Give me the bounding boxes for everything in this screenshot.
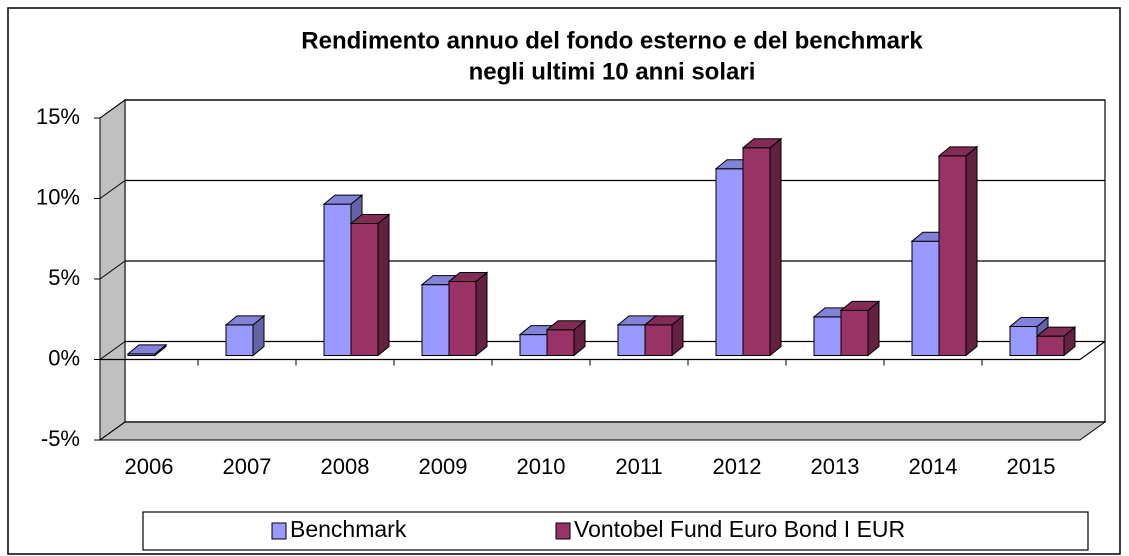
x-tick-label: 2013 bbox=[811, 454, 860, 479]
bar-top-shade bbox=[547, 320, 585, 330]
bar-top-shade bbox=[1037, 327, 1075, 337]
floor bbox=[98, 421, 1107, 441]
grid-line bbox=[99, 99, 126, 119]
legend bbox=[142, 511, 1089, 551]
bar-top-shade bbox=[939, 146, 977, 156]
x-tick-label: 2006 bbox=[125, 454, 174, 479]
bar-front bbox=[617, 324, 646, 357]
bar-front bbox=[644, 324, 673, 357]
bar-top-shade bbox=[618, 315, 656, 325]
bar-top-shade bbox=[128, 344, 166, 354]
bar-front bbox=[1036, 335, 1065, 356]
bar bbox=[741, 137, 783, 357]
bar-front bbox=[813, 316, 842, 356]
bar-top-shade bbox=[743, 138, 781, 148]
bar bbox=[643, 314, 685, 357]
bar-front bbox=[448, 280, 477, 356]
bar-top-shade bbox=[1010, 317, 1048, 327]
bar-top bbox=[1035, 326, 1077, 337]
y-tick-label: 0% bbox=[48, 345, 80, 370]
bar-side-shade bbox=[770, 138, 781, 356]
chart-title: Rendimento annuo del fondo esterno e del… bbox=[301, 27, 923, 54]
x-tick-label: 2010 bbox=[517, 454, 566, 479]
bar-front bbox=[519, 334, 548, 357]
x-tick-label: 2015 bbox=[1007, 454, 1056, 479]
x-tick-label: 2014 bbox=[909, 454, 958, 479]
chart-subtitle: negli ultimi 10 anni solari bbox=[469, 58, 756, 85]
bar-side-shade bbox=[672, 315, 683, 356]
bar-top bbox=[545, 320, 587, 331]
bar-top bbox=[741, 138, 783, 149]
bar-top-shade bbox=[841, 301, 879, 311]
bar bbox=[545, 319, 587, 357]
y-tick-label: 5% bbox=[48, 265, 80, 290]
grid-line bbox=[99, 421, 126, 441]
grid-line bbox=[99, 341, 126, 360]
x-tick-label: 2011 bbox=[615, 454, 662, 479]
bar-top bbox=[937, 146, 979, 157]
x-tick-label: 2009 bbox=[419, 454, 468, 479]
x-tick-label: 2007 bbox=[223, 454, 272, 479]
bar-front bbox=[938, 155, 967, 356]
bar-top-shade bbox=[351, 214, 389, 224]
bar bbox=[447, 271, 489, 357]
bar-front bbox=[421, 284, 450, 356]
bar-front bbox=[350, 222, 379, 356]
bar bbox=[224, 314, 266, 357]
bar-side-shade bbox=[253, 315, 264, 356]
bar-front bbox=[546, 329, 575, 356]
bar-front bbox=[1009, 326, 1038, 356]
x-tick-label: 2012 bbox=[713, 454, 762, 479]
bar-front bbox=[323, 203, 352, 356]
bar bbox=[126, 343, 168, 357]
bar-front bbox=[911, 240, 940, 356]
bar bbox=[1035, 326, 1077, 357]
legend-swatch bbox=[271, 522, 287, 540]
y-tick-label: 15% bbox=[36, 104, 80, 129]
x-tick-label: 2008 bbox=[321, 454, 370, 479]
bar-top bbox=[1008, 317, 1050, 328]
bar-front bbox=[742, 147, 771, 356]
legend-label: Vontobel Fund Euro Bond I EUR bbox=[574, 516, 905, 542]
bar-side-shade bbox=[476, 272, 487, 356]
bar-top bbox=[447, 271, 489, 282]
bar-top bbox=[839, 300, 881, 311]
bar-top-shade bbox=[324, 195, 362, 205]
bar-side-shade bbox=[868, 301, 879, 356]
y-tick-label: -5% bbox=[41, 426, 80, 451]
bar-side-shade bbox=[378, 214, 389, 356]
bar-top bbox=[643, 315, 685, 326]
bar-top bbox=[349, 213, 391, 224]
zero-line bbox=[1079, 341, 1106, 360]
y-tick-label: 10% bbox=[36, 184, 80, 209]
grid-line bbox=[99, 260, 126, 280]
bar-side-shade bbox=[966, 146, 977, 356]
grid-line bbox=[99, 180, 126, 199]
bar-front bbox=[840, 309, 869, 357]
bar-front bbox=[715, 168, 744, 356]
bar bbox=[937, 145, 979, 357]
bar-top-shade bbox=[226, 315, 264, 325]
bar bbox=[839, 300, 881, 357]
bar-top-shade bbox=[449, 272, 487, 282]
bar-top bbox=[322, 194, 364, 205]
bar-side-shade bbox=[574, 320, 585, 356]
bar-top-shade bbox=[645, 315, 683, 325]
bar-top bbox=[126, 344, 168, 355]
bar bbox=[349, 213, 391, 357]
bar-top bbox=[224, 315, 266, 326]
legend-swatch bbox=[555, 522, 571, 540]
legend-label: Benchmark bbox=[290, 516, 407, 542]
bar-front bbox=[225, 324, 254, 357]
